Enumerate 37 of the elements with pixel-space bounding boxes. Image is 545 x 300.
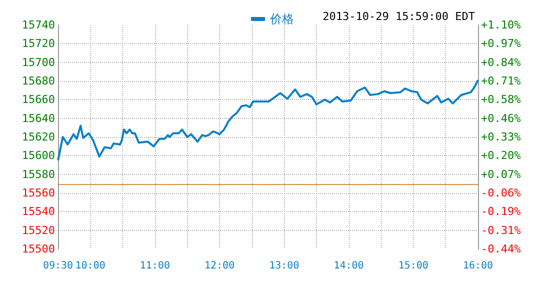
y2-tick-label: +0.07% — [481, 168, 522, 181]
y2-tick-label: +0.46% — [481, 112, 522, 125]
y-tick-label: 15640 — [22, 112, 55, 125]
y-tick-label: 15740 — [22, 18, 55, 32]
y2-tick-label: +1.10% — [481, 18, 522, 32]
y2-tick-label: -0.31% — [481, 224, 522, 237]
y-tick-label: 15600 — [22, 149, 55, 162]
y2-tick-label: +0.97% — [481, 37, 522, 50]
y2-tick-label: +0.71% — [481, 74, 522, 88]
x-tick-label: 11:00 — [140, 260, 170, 272]
x-tick-label: 13:00 — [269, 260, 300, 272]
y-tick-label: 15660 — [22, 93, 55, 106]
y2-tick-label: -0.44% — [481, 242, 522, 256]
y2-tick-label: +0.20% — [481, 149, 522, 162]
x-tick-label: 16:00 — [462, 260, 494, 272]
x-tick-label: 12:00 — [204, 260, 235, 272]
y2-tick-label: -0.19% — [481, 205, 522, 218]
y-tick-label: 15620 — [22, 130, 55, 144]
y2-tick-label: +0.33% — [481, 130, 522, 144]
y-tick-label: 15540 — [22, 205, 55, 218]
y-tick-label: 15580 — [22, 168, 55, 181]
line-series — [57, 79, 479, 162]
y2-tick-label: +0.84% — [481, 56, 522, 69]
x-tick-label: 14:00 — [334, 260, 364, 272]
y-tick-label: 15700 — [22, 56, 55, 69]
y-tick-label: 15560 — [22, 186, 55, 200]
y2-tick-label: -0.06% — [481, 186, 522, 200]
text: 2013-10-29 15:59:00 EDT — [322, 10, 476, 23]
legend-label: 价格 — [269, 12, 294, 26]
y-tick-label: 15500 — [22, 242, 55, 256]
x-tick-label: 10:00 — [75, 260, 106, 272]
y-tick-label: 15720 — [22, 37, 55, 50]
y-tick-label: 15520 — [22, 224, 55, 237]
x-tick-label: 09:30 — [42, 260, 74, 272]
y2-tick-label: +0.58% — [481, 93, 522, 106]
y-tick-label: 15680 — [22, 74, 55, 88]
x-tick-label: 15:00 — [398, 260, 428, 272]
